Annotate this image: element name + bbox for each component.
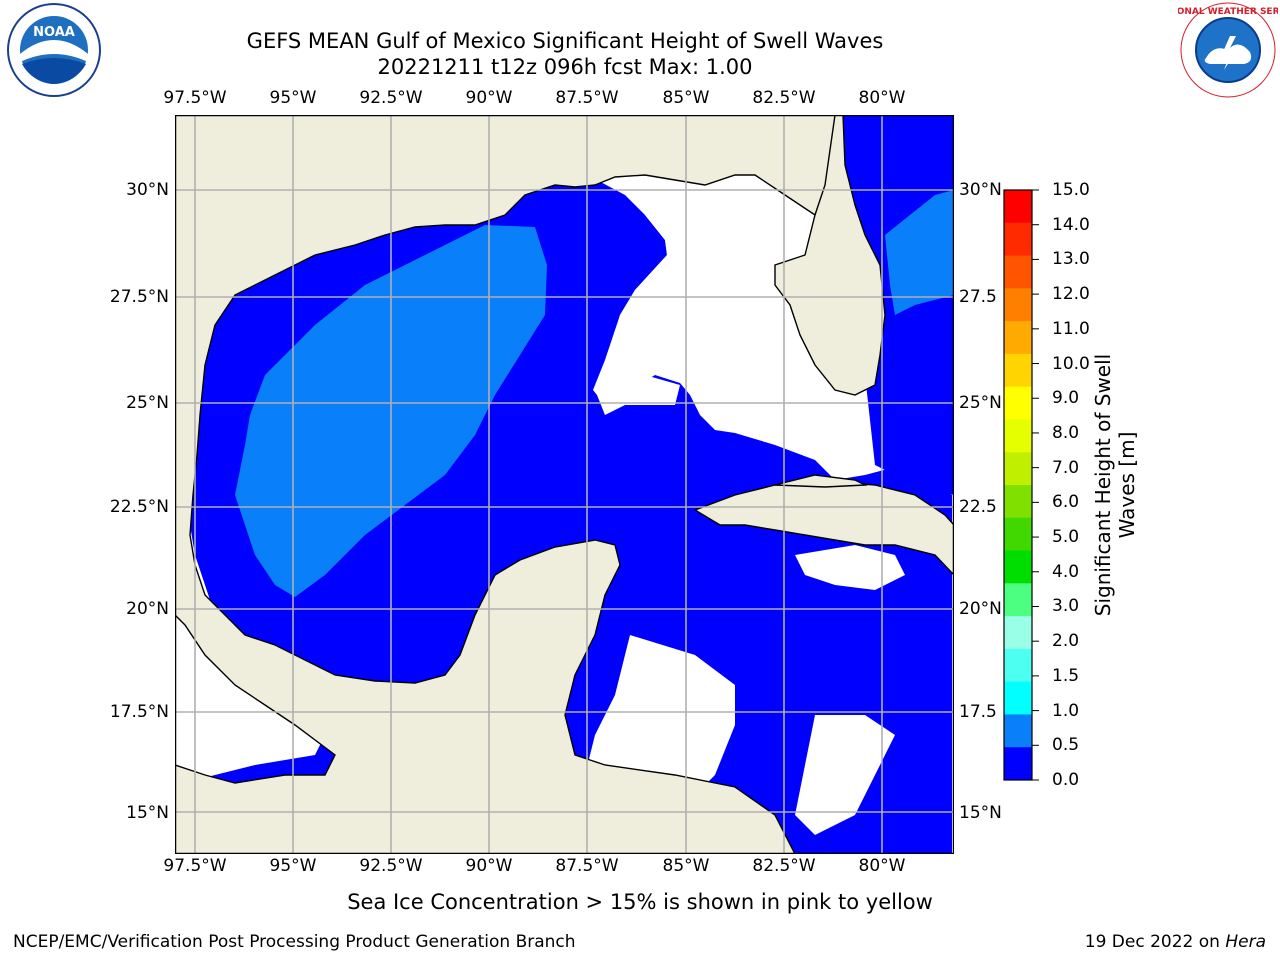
colorbar-frame [1003,189,1033,781]
colorbar-tick-label: 0.5 [1052,735,1080,756]
missing-data-eastern-gulf [595,200,685,415]
colorbar-segment [1004,190,1032,224]
longitude-label-top: 92.5°W [359,88,423,108]
longitude-label-bottom: 80°W [858,856,906,876]
run-date-credit: 19 Dec 2022 on Hera [1085,932,1266,952]
missing-data-cayman [795,545,905,590]
map-panel [175,115,954,854]
latitude-label-right: 27.5 [959,287,997,307]
latitude-label-left: 27.5°N [109,287,169,307]
colorbar-tick-label: 1.0 [1052,700,1080,721]
graticule [175,115,954,854]
longitude-label-top: 87.5°W [555,88,619,108]
nws-logo: NATIONAL WEATHER SERVICE [1153,0,1280,100]
map-frame [175,115,954,854]
colorbar [1003,189,1039,781]
latitude-label-right: 30°N [959,180,1002,200]
longitude-label-top: 90°W [465,88,513,108]
colorbar-tick-label: 5.0 [1052,527,1080,548]
longitude-label-bottom: 85°W [662,856,710,876]
colorbar-segment [1004,485,1032,519]
colorbar-segment [1004,517,1032,552]
latitude-label-right: 22.5 [959,497,997,517]
longitude-label-top: 97.5°W [163,88,227,108]
colorbar-segment [1004,747,1032,781]
chart-title: GEFS MEAN Gulf of Mexico Significant Hei… [246,29,884,53]
colorbar-tick-label: 6.0 [1052,492,1080,513]
colorbar-segment [1004,386,1032,420]
latitude-label-left: 17.5°N [109,702,169,722]
chart-subtitle: 20221211 t12z 096h fcst Max: 1.00 [377,55,753,79]
colorbar-tick-label: 7.0 [1052,457,1080,478]
colorbar-tick-label: 11.0 [1052,318,1090,339]
colorbar-segment [1004,255,1032,289]
latitude-label-left: 15°N [126,803,169,823]
svg-text:NOAA: NOAA [33,25,75,40]
longitude-label-bottom: 97.5°W [163,856,227,876]
longitude-label-bottom: 90°W [465,856,513,876]
colorbar-tick-label: 15.0 [1052,180,1090,200]
run-date: 19 Dec 2022 on [1084,932,1226,952]
longitude-label-bottom: 95°W [269,856,317,876]
svg-text:NATIONAL WEATHER SERVICE: NATIONAL WEATHER SERVICE [1178,7,1278,17]
colorbar-tick-label: 8.0 [1052,422,1080,443]
colorbar-segment [1004,714,1032,748]
producer-credit: NCEP/EMC/Verification Post Processing Pr… [13,932,576,952]
land-florida [774,115,886,396]
sea-ice-note: Sea Ice Concentration > 15% is shown in … [347,890,933,914]
colorbar-label: Significant Height of Swell Waves [m] [1091,353,1139,617]
colorbar-segment [1004,648,1032,683]
latitude-label-left: 20°N [126,599,169,619]
longitude-label-top: 85°W [662,88,710,108]
colorbar-segment [1004,321,1032,355]
colorbar-segment [1004,550,1032,584]
colorbar-tick-label: 9.0 [1052,388,1080,409]
latitude-label-left: 30°N [126,180,169,200]
colorbar-segment [1004,419,1032,453]
longitude-label-bottom: 82.5°W [752,856,816,876]
latitude-label-right: 25°N [959,393,1002,413]
colorbar-segment [1004,288,1032,322]
colorbar-segment [1004,616,1032,650]
longitude-label-top: 80°W [858,88,906,108]
longitude-label-top: 82.5°W [752,88,816,108]
colorbar-tick-label: 12.0 [1052,284,1090,305]
missing-data-south [795,715,895,835]
colorbar-tick-label: 3.0 [1052,596,1080,617]
colorbar-tick-label: 1.5 [1052,665,1080,686]
colorbar-segment [1004,353,1032,388]
colorbar-tick-label: 4.0 [1052,561,1080,582]
colorbar-tick-label: 10.0 [1052,353,1090,374]
colorbar-segment [1004,583,1032,617]
swell-area-0.5-1.0-atlantic [885,190,954,315]
latitude-label-right: 15°N [959,803,1002,823]
land-usa-mexico [175,115,841,854]
latitude-label-right: 20°N [959,599,1002,619]
colorbar-tick-label: 2.0 [1052,631,1080,652]
noaa-logo: NOAA [6,2,102,98]
colorbar-segment [1004,681,1032,715]
longitude-label-top: 95°W [269,88,317,108]
land-cuba-east [774,474,868,488]
colorbar-tick-label: 13.0 [1052,249,1090,270]
machine-name: Hera [1225,932,1266,952]
latitude-label-right: 17.5 [959,702,997,722]
colorbar-tick-label: 14.0 [1052,214,1090,235]
latitude-label-left: 25°N [126,393,169,413]
colorbar-segment [1004,222,1032,257]
longitude-label-bottom: 92.5°W [359,856,423,876]
longitude-label-bottom: 87.5°W [555,856,619,876]
colorbar-tick-label: 0.0 [1052,770,1080,790]
colorbar-segment [1004,452,1032,486]
latitude-label-left: 22.5°N [109,497,169,517]
